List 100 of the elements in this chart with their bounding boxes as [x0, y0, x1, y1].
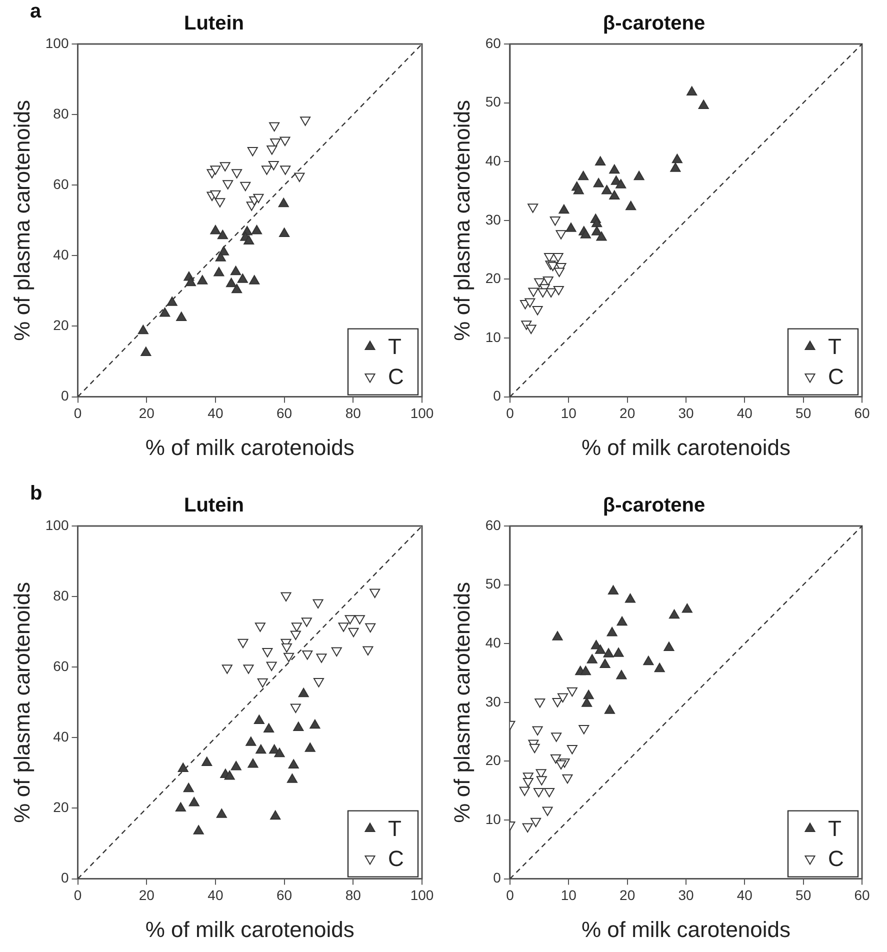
point: [264, 723, 274, 732]
x-tick-label: 40: [736, 405, 753, 422]
y-tick-label: 10: [485, 810, 502, 827]
point: [280, 166, 291, 175]
point: [226, 278, 237, 288]
x-tick-label: 0: [506, 887, 514, 904]
y-tick-label: 10: [485, 328, 502, 345]
point: [178, 762, 188, 772]
point: [530, 818, 542, 828]
point: [222, 180, 234, 190]
point: [254, 622, 266, 632]
x-tick-label: 60: [854, 405, 870, 422]
y-tick-label: 20: [485, 752, 502, 768]
point: [140, 346, 152, 356]
point: [562, 774, 573, 784]
point: [533, 788, 544, 798]
x-tick-label: 20: [138, 405, 155, 422]
point: [578, 725, 590, 734]
point: [668, 609, 680, 619]
y-tick-label: 80: [53, 587, 69, 604]
y-tick-label: 20: [53, 799, 69, 816]
point: [613, 648, 624, 657]
point: [290, 704, 301, 713]
point: [238, 638, 248, 648]
point: [664, 642, 674, 651]
point: [222, 664, 232, 674]
point: [248, 758, 258, 768]
y-axis-title: % of plasma carotenoids: [449, 582, 474, 823]
point: [294, 172, 305, 182]
point: [529, 744, 540, 754]
point: [556, 760, 566, 770]
y-tick-label: 20: [485, 270, 502, 286]
point: [232, 169, 242, 178]
point: [586, 654, 598, 664]
point: [175, 802, 186, 812]
chart-title: Lutein: [184, 12, 244, 35]
point: [310, 719, 320, 729]
y-tick-label: 20: [53, 317, 69, 334]
text: b: [30, 482, 42, 505]
point: [261, 166, 272, 175]
point: [286, 774, 298, 783]
y-axis-title: % of plasma carotenoids: [9, 582, 34, 823]
y-tick-label: 0: [60, 870, 69, 886]
point: [280, 592, 292, 602]
point: [268, 161, 279, 170]
legend-label: T: [828, 334, 842, 359]
point: [624, 594, 636, 603]
y-axis-title: % of plasma carotenoids: [9, 100, 34, 341]
point: [316, 654, 327, 663]
point: [580, 666, 591, 676]
point: [246, 736, 256, 746]
point: [266, 662, 277, 672]
point: [210, 190, 221, 200]
point: [254, 714, 264, 724]
point: [252, 224, 262, 234]
point: [230, 760, 242, 770]
y-tick-label: 40: [53, 246, 69, 263]
point: [288, 759, 299, 768]
point: [522, 778, 534, 788]
x-tick-label: 20: [620, 887, 636, 904]
point: [193, 825, 204, 834]
point: [262, 648, 273, 658]
x-tick-label: 0: [74, 405, 82, 422]
point: [210, 224, 221, 234]
x-tick-label: 40: [208, 887, 224, 904]
point: [290, 630, 301, 640]
x-tick-label: 30: [678, 887, 694, 904]
point: [232, 284, 242, 294]
point: [256, 744, 266, 754]
point: [247, 146, 258, 156]
x-tick-label: 20: [138, 887, 155, 904]
point: [217, 230, 228, 240]
point: [210, 166, 221, 175]
x-axis-title: % of milk carotenoids: [581, 434, 791, 460]
legend-label: C: [388, 364, 404, 389]
legend-label: T: [828, 816, 842, 841]
y-tick-label: 60: [53, 176, 69, 192]
point: [274, 748, 285, 758]
x-tick-label: 0: [74, 887, 82, 904]
legend-label: C: [828, 364, 844, 389]
y-tick-label: 60: [485, 516, 502, 533]
point: [214, 266, 224, 276]
x-tick-label: 50: [796, 887, 812, 904]
x-tick-label: 40: [208, 405, 224, 422]
point: [616, 670, 627, 680]
point: [230, 266, 242, 276]
point: [583, 690, 594, 700]
x-tick-label: 100: [410, 405, 434, 422]
x-tick-label: 80: [345, 405, 362, 422]
point: [281, 643, 292, 653]
y-tick-label: 100: [45, 516, 69, 533]
point: [270, 810, 281, 820]
point: [616, 616, 628, 626]
point: [654, 662, 665, 672]
point: [215, 252, 226, 262]
point: [643, 656, 654, 666]
x-tick-label: 60: [276, 887, 292, 904]
y-tick-label: 60: [53, 658, 69, 674]
point: [301, 618, 312, 627]
x-tick-label: 80: [345, 887, 362, 904]
